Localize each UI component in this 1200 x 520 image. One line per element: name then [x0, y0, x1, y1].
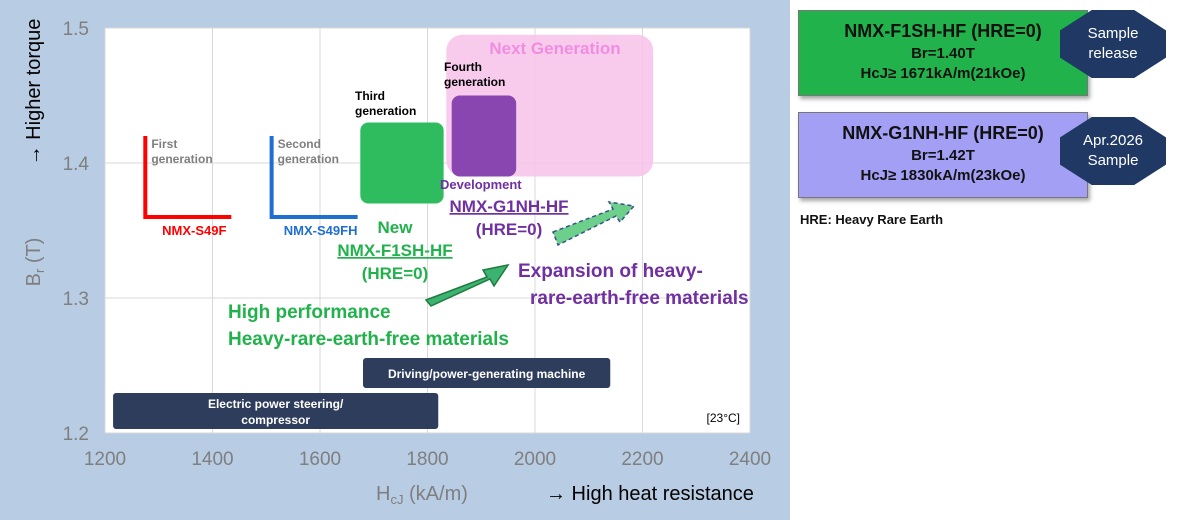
f1sh-new-label: New	[378, 218, 414, 237]
third-generation-label: Third	[355, 89, 385, 103]
series-name-s49fh: NMX-S49FH	[284, 223, 358, 238]
first-generation-label: First	[151, 137, 177, 151]
badge-line-2: Sample	[1087, 152, 1139, 169]
driving-application-label: Driving/power-generating machine	[388, 367, 586, 381]
x-axis-label: HcJ (kA/m)	[376, 483, 468, 507]
expansion-label: Expansion of heavy-	[518, 261, 703, 282]
first-generation-label: generation	[151, 152, 212, 166]
badge-line-1: Apr.2026	[1082, 132, 1144, 149]
product-hcj: HcJ≥ 1671kA/m(21kOe)	[860, 65, 1026, 82]
temperature-label: [23°C]	[707, 411, 740, 425]
next-generation-label: Next Generation	[489, 39, 620, 58]
y-tick-label: 1.4	[63, 154, 90, 175]
x-tick-label: 2200	[621, 449, 663, 470]
product-name: NMX-F1SH-HF (HRE=0)	[844, 21, 1042, 41]
badge-line-2: release	[1088, 45, 1138, 62]
first-generation-marker	[143, 136, 232, 219]
x-tick-label: 1800	[406, 449, 448, 470]
fourth-generation-label: generation	[444, 75, 505, 89]
second-generation-label: Second	[278, 137, 321, 151]
product-br: Br=1.40T	[911, 45, 975, 62]
y-tick-label: 1.3	[63, 289, 89, 310]
g1nh-hre-label: (HRE=0)	[476, 220, 543, 239]
g1nh-name-label: NMX-G1NH-HF	[450, 197, 569, 216]
x-axis-note: → High heat resistance	[546, 483, 754, 505]
heavy-rare-earth-free-label: Heavy-rare-earth-free materials	[228, 329, 509, 350]
fourth-generation-label: Fourth	[444, 60, 482, 74]
chart-panel: 1200 1400 1600 1800 2000 2200 2400 1.2 1.3 1.4 1.5…	[0, 0, 790, 520]
rare-earth-free-materials-label: rare-earth-free materials	[530, 288, 749, 309]
third-generation-region	[360, 122, 444, 204]
steering-application-bar	[113, 393, 439, 429]
x-tick-label: 1200	[84, 449, 126, 470]
second-generation-marker	[269, 136, 358, 219]
g1nh-development-label: Development	[440, 177, 522, 192]
driving-application-bar	[363, 358, 611, 388]
third-generation-label: generation	[355, 104, 416, 118]
x-tick-label: 2400	[729, 449, 771, 470]
product-name: NMX-G1NH-HF (HRE=0)	[842, 123, 1044, 143]
fourth-generation-region	[451, 95, 517, 177]
chart-svg: 1200 1400 1600 1800 2000 2200 2400 1.2 1.3 1.4 1.5…	[23, 19, 771, 507]
steering-application-label: Electric power steering/	[208, 397, 344, 411]
x-tick-label: 1600	[299, 449, 341, 470]
status-badge-g1nh: Apr.2026 Sample	[1060, 117, 1166, 185]
badge-line-1: Sample	[1087, 25, 1139, 42]
product-hcj: HcJ≥ 1830kA/m(23kOe)	[860, 167, 1026, 184]
dashed-expansion-arrow	[552, 201, 636, 247]
product-box-g1nh: NMX-G1NH-HF (HRE=0) Br=1.42T HcJ≥ 1830kA…	[798, 112, 1088, 198]
x-tick-label: 1400	[191, 449, 233, 470]
f1sh-name-label: NMX-F1SH-HF	[337, 241, 452, 260]
product-br: Br=1.42T	[911, 147, 975, 164]
x-tick-label: 2000	[514, 449, 556, 470]
compressor-application-label: compressor	[241, 413, 310, 427]
y-tick-label: 1.5	[63, 19, 89, 40]
product-box-f1sh: NMX-F1SH-HF (HRE=0) Br=1.40T HcJ≥ 1671kA…	[798, 10, 1088, 96]
f1sh-hre-label: (HRE=0)	[362, 264, 429, 283]
footnote: HRE: Heavy Rare Earth	[800, 212, 944, 227]
status-badge-f1sh: Sample release	[1060, 10, 1166, 78]
y-axis-note: → Higher torque	[23, 19, 45, 166]
series-name-s49f: NMX-S49F	[162, 223, 226, 238]
y-axis-label: Br (T)	[23, 238, 47, 287]
green-arrow	[424, 263, 510, 307]
second-generation-label: generation	[278, 152, 339, 166]
y-tick-label: 1.2	[63, 424, 89, 445]
high-performance-label: High performance	[228, 302, 391, 323]
